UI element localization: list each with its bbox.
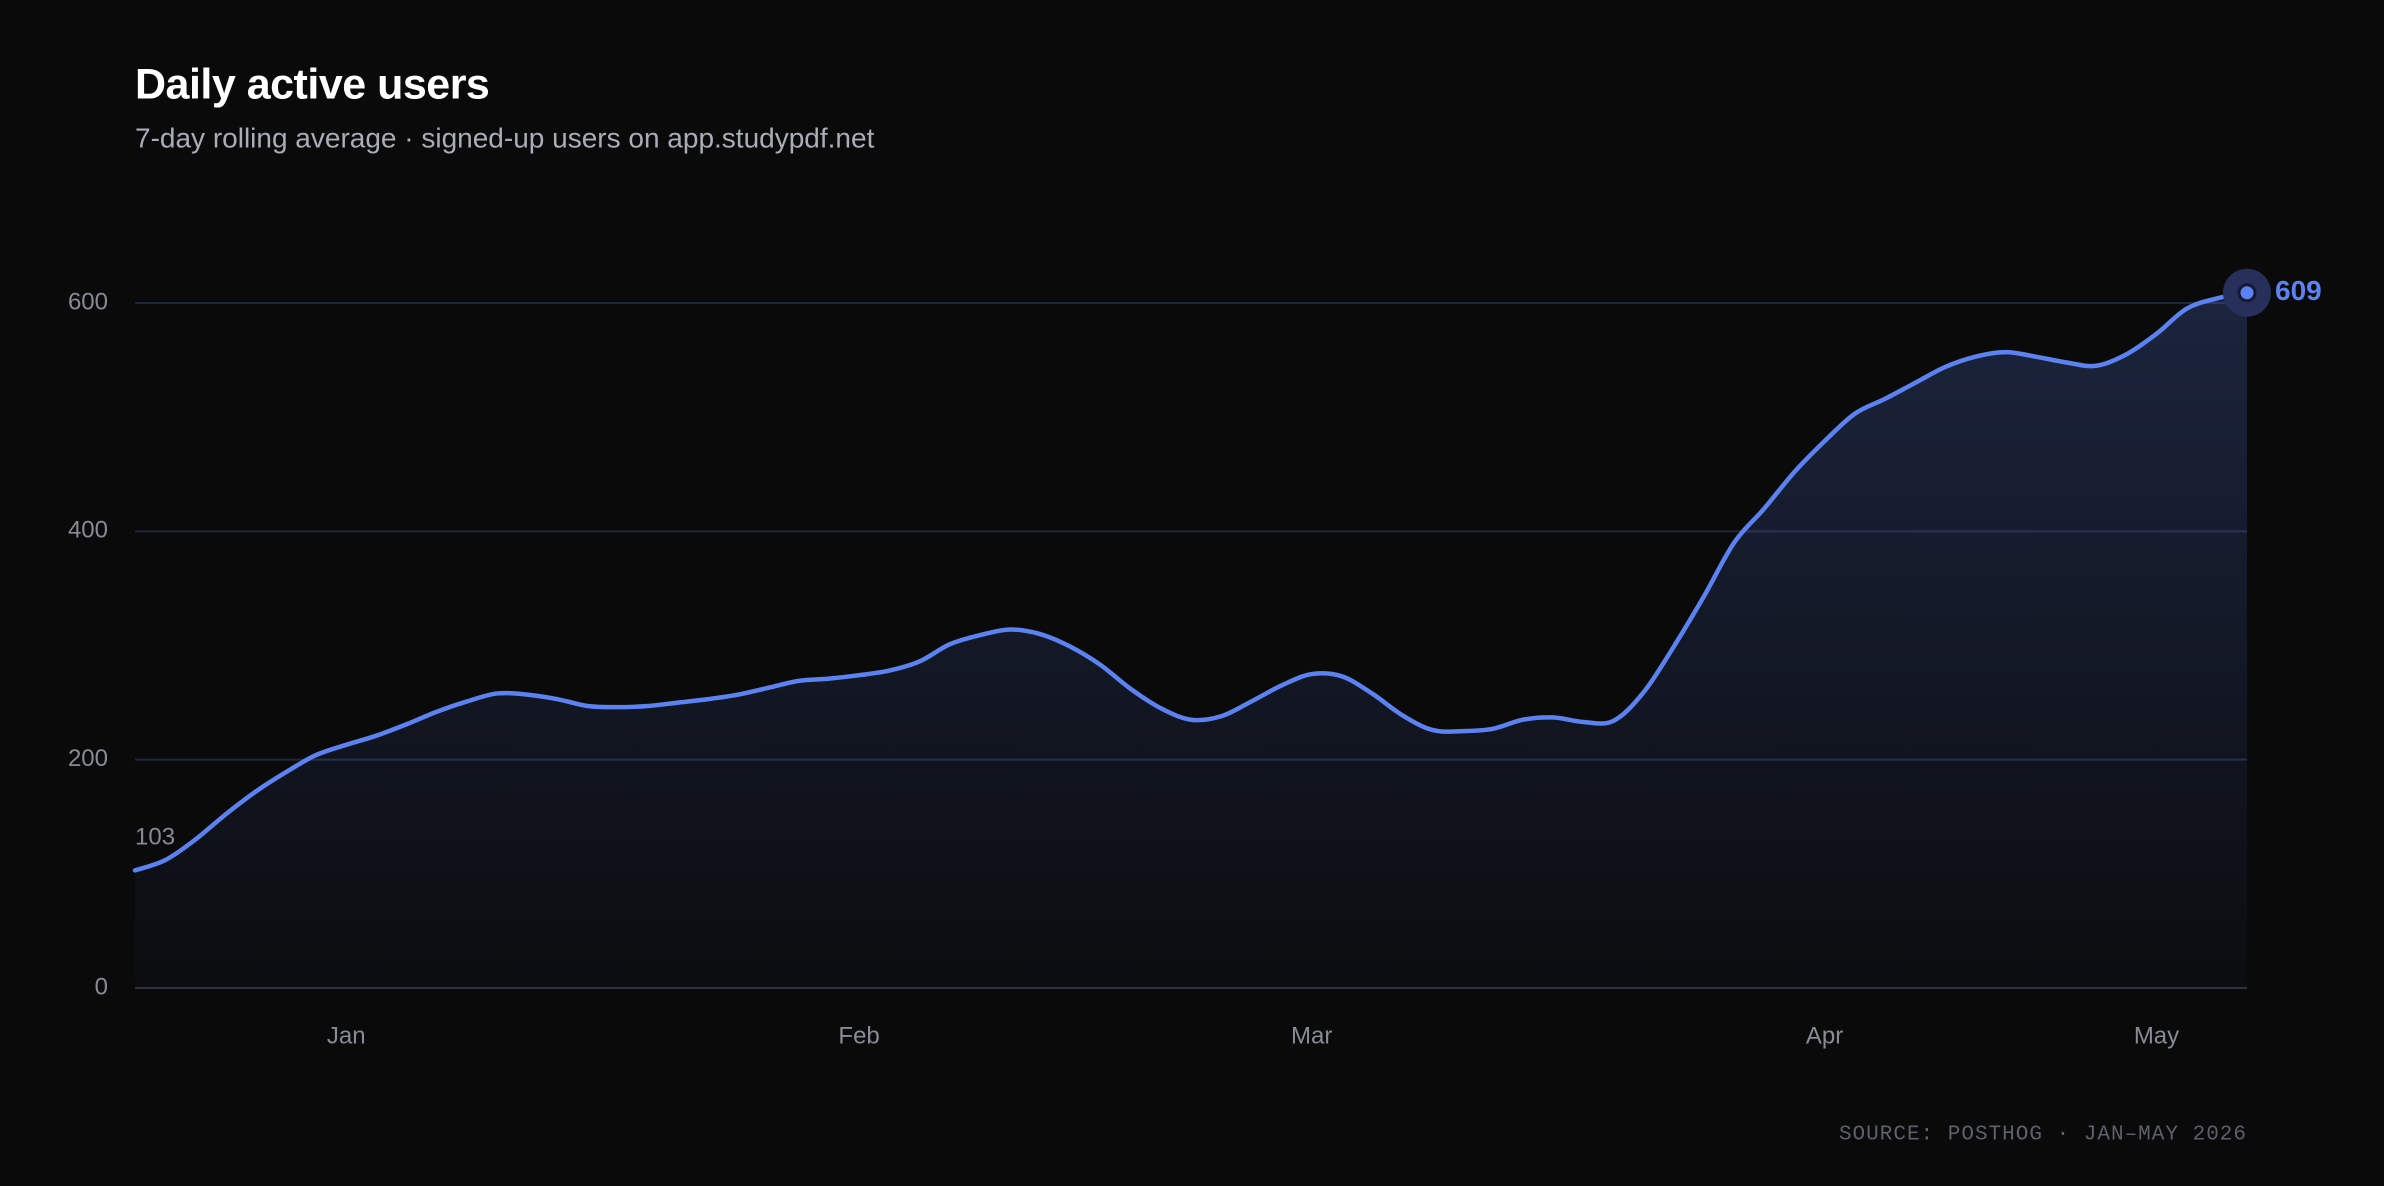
area-fill bbox=[135, 292, 2247, 989]
chart-subtitle: 7-day rolling average · signed-up users … bbox=[135, 122, 875, 153]
y-tick-label: 0 bbox=[95, 973, 108, 1000]
start-value-label: 103 bbox=[135, 823, 175, 850]
y-tick-label: 600 bbox=[68, 288, 108, 315]
x-tick-label: Jan bbox=[327, 1022, 366, 1049]
source-note: SOURCE: POSTHOG · JAN–MAY 2026 bbox=[1839, 1124, 2247, 1147]
y-tick-label: 400 bbox=[68, 517, 108, 544]
x-tick-label: May bbox=[2134, 1022, 2179, 1049]
x-tick-label: Mar bbox=[1291, 1022, 1332, 1049]
chart-title: Daily active users bbox=[135, 60, 489, 108]
x-tick-label: Apr bbox=[1806, 1022, 1843, 1049]
end-marker bbox=[2237, 283, 2257, 303]
y-tick-label: 200 bbox=[68, 745, 108, 772]
end-value-label: 609 bbox=[2275, 275, 2322, 306]
line bbox=[132, 290, 2250, 873]
x-tick-label: Feb bbox=[838, 1022, 879, 1049]
